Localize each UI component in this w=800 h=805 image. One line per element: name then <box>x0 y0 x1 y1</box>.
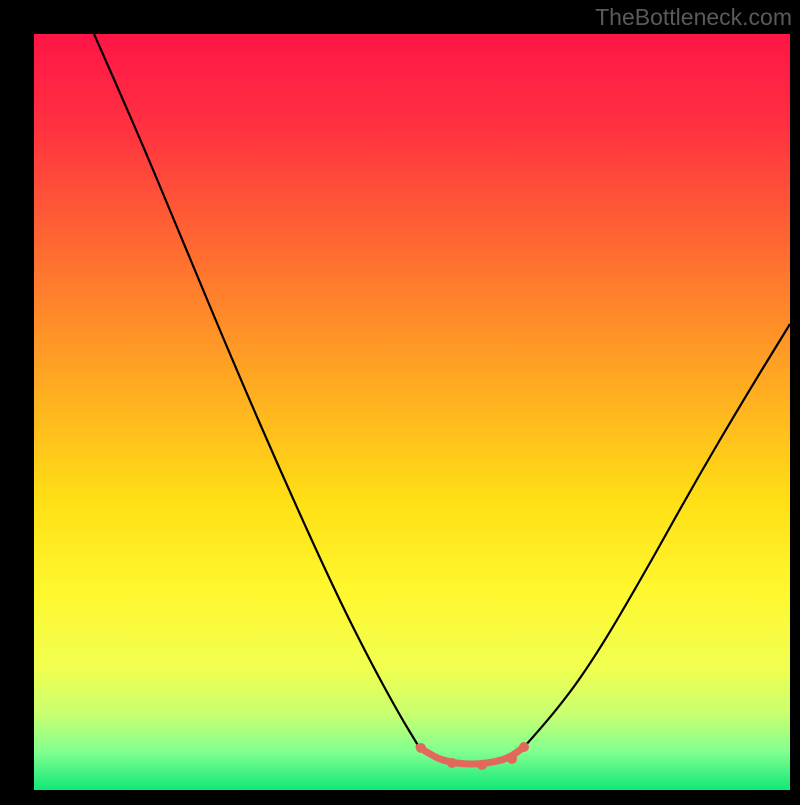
chart-svg <box>0 0 800 800</box>
watermark-text: TheBottleneck.com <box>595 4 792 31</box>
trough-dot <box>477 760 487 770</box>
plot-background <box>34 34 790 790</box>
trough-dot <box>447 758 457 768</box>
chart-frame: TheBottleneck.com <box>0 0 800 800</box>
trough-dot <box>519 742 529 752</box>
trough-dot <box>416 743 426 753</box>
trough-dot <box>507 754 517 764</box>
